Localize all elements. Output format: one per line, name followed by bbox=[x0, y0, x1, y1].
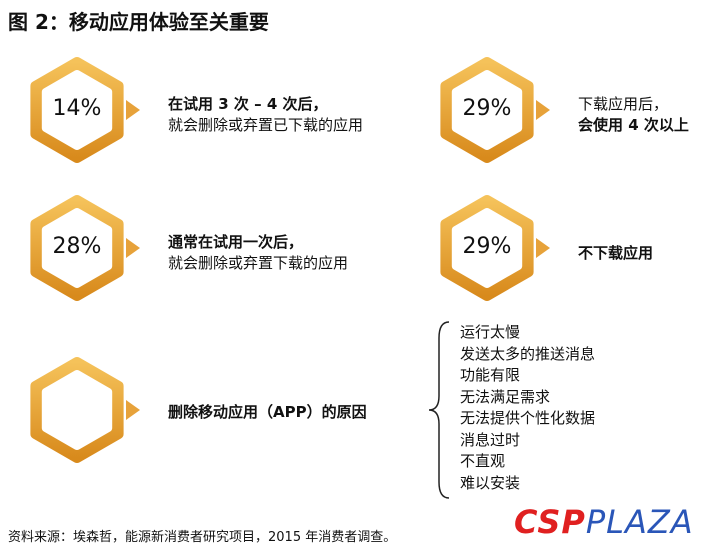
hex-part bbox=[126, 400, 140, 420]
hex-part bbox=[41, 370, 113, 450]
hex-part bbox=[41, 208, 113, 288]
item-text: 通常在试用一次后， 就会删除或弃置下载的应用 bbox=[168, 232, 348, 274]
reason: 无法满足需求 bbox=[460, 387, 551, 406]
line: 就会删除或弃置已下载的应用 bbox=[168, 116, 364, 134]
hex-part bbox=[451, 208, 523, 288]
reason: 难以安装 bbox=[460, 473, 521, 492]
hexagon bbox=[440, 57, 550, 163]
hex-part bbox=[536, 100, 550, 120]
reason: 消息过时 bbox=[460, 430, 521, 449]
logo-part: CSP bbox=[514, 503, 586, 541]
percent: 29% bbox=[462, 96, 512, 121]
logo-part: PLAZA bbox=[585, 503, 694, 541]
reason: 发送太多的推送消息 bbox=[460, 344, 596, 363]
reasons-label: 删除移动应用（APP）的原因 bbox=[168, 403, 367, 421]
item-text: 下载应用后， 会使用 4 次以上 bbox=[578, 94, 689, 136]
hex-part bbox=[536, 238, 550, 258]
percent: 28% bbox=[52, 234, 102, 259]
line: 会使用 4 次以上 bbox=[578, 116, 689, 134]
hexagon bbox=[440, 195, 550, 301]
reasons-list: 运行太慢发送太多的推送消息 功能有限无法满足需求无法提供个性化数据 消息过时不直观难… bbox=[460, 322, 595, 494]
source: 资料来源：埃森哲，能源新消费者研究项目，2015 年消费者调查。 bbox=[8, 530, 397, 545]
hexagon bbox=[30, 357, 140, 463]
line: 下载应用后， bbox=[578, 95, 669, 113]
line: 就会删除或弃置下载的应用 bbox=[168, 254, 349, 272]
line: 不下载应用 bbox=[578, 244, 654, 262]
reason: 功能有限 bbox=[460, 366, 521, 384]
hex-part bbox=[126, 238, 140, 258]
hexagon bbox=[30, 57, 140, 163]
hexagon bbox=[30, 195, 140, 301]
reason: 不直观 bbox=[460, 452, 506, 470]
percent: 14% bbox=[52, 96, 102, 121]
hex-part bbox=[41, 70, 113, 150]
brace bbox=[428, 321, 450, 499]
line: 在试用 3 次 – 4 次后， bbox=[168, 95, 328, 113]
item-text: 不下载应用 bbox=[578, 243, 653, 264]
title: 图 2：移动应用体验至关重要 bbox=[8, 10, 269, 34]
reason: 无法提供个性化数据 bbox=[460, 409, 596, 427]
reason: 运行太慢 bbox=[460, 323, 521, 341]
hex-part bbox=[451, 70, 523, 150]
percent: 29% bbox=[462, 234, 512, 259]
line: 通常在试用一次后， bbox=[168, 233, 304, 251]
logo: CSPPLAZA bbox=[514, 503, 694, 541]
hex-part bbox=[126, 100, 140, 120]
item-text: 在试用 3 次 – 4 次后， 就会删除或弃置已下载的应用 bbox=[168, 94, 363, 136]
